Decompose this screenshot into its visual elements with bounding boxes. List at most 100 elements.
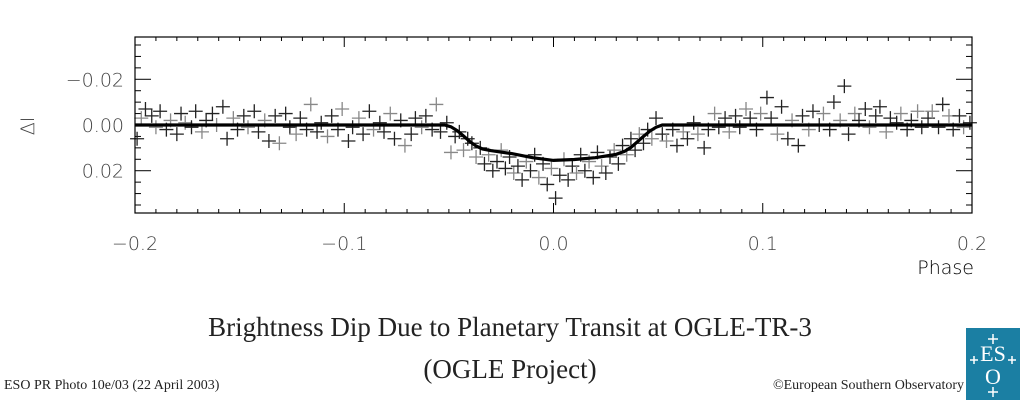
data-point: [586, 170, 601, 185]
data-point: [925, 104, 940, 119]
x-axis-label: Phase: [917, 257, 974, 279]
y-axis-label: ΔI: [17, 117, 39, 136]
data-point: [611, 156, 626, 171]
data-point: [561, 172, 576, 187]
data-point: [148, 120, 163, 135]
data-point: [372, 115, 387, 130]
data-point: [498, 161, 513, 176]
data-point: [341, 134, 356, 148]
data-point: [362, 104, 377, 119]
data-point: [615, 138, 630, 153]
data-point: [935, 97, 950, 112]
data-point: [868, 108, 883, 123]
data-point: [774, 99, 789, 114]
data-point: [169, 127, 184, 142]
data-point: [310, 124, 325, 139]
data-point: [138, 102, 153, 116]
data-point: [215, 99, 230, 114]
data-point: [134, 111, 149, 126]
data-point: [205, 106, 220, 121]
chart-subtitle: (OGLE Project): [423, 354, 597, 384]
data-point: [872, 99, 887, 114]
data-point: [577, 163, 592, 178]
data-point: [251, 124, 266, 139]
data-point: [805, 104, 820, 119]
x-tick-label: −0.2: [112, 233, 158, 255]
data-point: [320, 129, 335, 144]
photo-credit: ESO PR Photo 10e/03 (22 April 2003): [4, 378, 220, 393]
data-point: [540, 177, 555, 192]
data-point: [261, 134, 276, 148]
x-tick-label: 0.2: [957, 233, 987, 255]
eso-logo: ES O: [966, 328, 1020, 400]
data-point: [690, 127, 705, 142]
data-point: [649, 111, 664, 126]
data-point: [644, 131, 659, 146]
data-point: [739, 102, 754, 116]
data-point: [408, 111, 423, 126]
data-point: [469, 150, 484, 164]
data-point: [289, 127, 304, 142]
data-point: [952, 108, 967, 123]
data-point: [862, 120, 877, 135]
data-point: [795, 108, 810, 123]
data-point: [707, 106, 722, 121]
data-point: [404, 127, 419, 142]
data-point: [345, 120, 360, 135]
data-point: [531, 170, 546, 185]
data-point: [770, 127, 785, 142]
data-point: [893, 106, 908, 121]
data-point: [544, 161, 559, 176]
chart-title: Brightness Dip Due to Planetary Transit …: [208, 312, 812, 342]
svg-text:O: O: [985, 364, 1001, 389]
data-point: [697, 140, 712, 155]
data-point: [594, 159, 609, 174]
data-point: [387, 131, 402, 146]
data-point: [753, 106, 768, 121]
data-point: [272, 136, 287, 151]
data-point: [268, 108, 283, 123]
axis-ticks: [134, 37, 973, 213]
data-point: [623, 131, 638, 146]
y-tick-label: 0.00: [82, 115, 124, 137]
svg-text:ES: ES: [980, 341, 1006, 366]
data-point: [598, 166, 613, 180]
x-tick-label: −0.1: [321, 233, 367, 255]
data-point: [226, 111, 241, 126]
y-tick-label: −0.02: [66, 69, 124, 91]
tick-labels: −0.2 −0.1 0.0 0.1 0.2 −0.02 0.00 0.02: [66, 69, 987, 255]
observation-points: [130, 79, 977, 206]
data-point: [879, 124, 894, 139]
data-point: [153, 104, 168, 119]
data-point: [377, 124, 392, 139]
data-point: [293, 111, 308, 126]
data-point: [569, 166, 584, 180]
data-point: [278, 106, 293, 121]
data-point: [220, 131, 235, 146]
data-point: [759, 90, 774, 105]
data-point: [552, 168, 567, 183]
data-point: [303, 97, 318, 112]
data-point: [914, 120, 929, 135]
data-point: [130, 131, 145, 146]
data-point: [889, 115, 904, 130]
data-point: [826, 95, 841, 110]
copyright-notice: ©European Southern Observatory: [772, 378, 964, 393]
data-point: [728, 108, 743, 123]
data-point: [816, 106, 831, 121]
transit-model-line: [135, 123, 972, 163]
data-point: [429, 97, 444, 112]
data-point: [314, 115, 329, 130]
data-point: [383, 106, 398, 121]
data-point: [548, 191, 563, 206]
data-point: [921, 111, 936, 126]
data-point: [144, 108, 159, 123]
data-point: [510, 159, 525, 174]
data-point: [669, 138, 684, 153]
data-point: [184, 120, 199, 135]
data-point: [418, 108, 433, 123]
data-point: [841, 127, 856, 142]
data-point: [722, 124, 737, 139]
data-point: [962, 115, 977, 130]
